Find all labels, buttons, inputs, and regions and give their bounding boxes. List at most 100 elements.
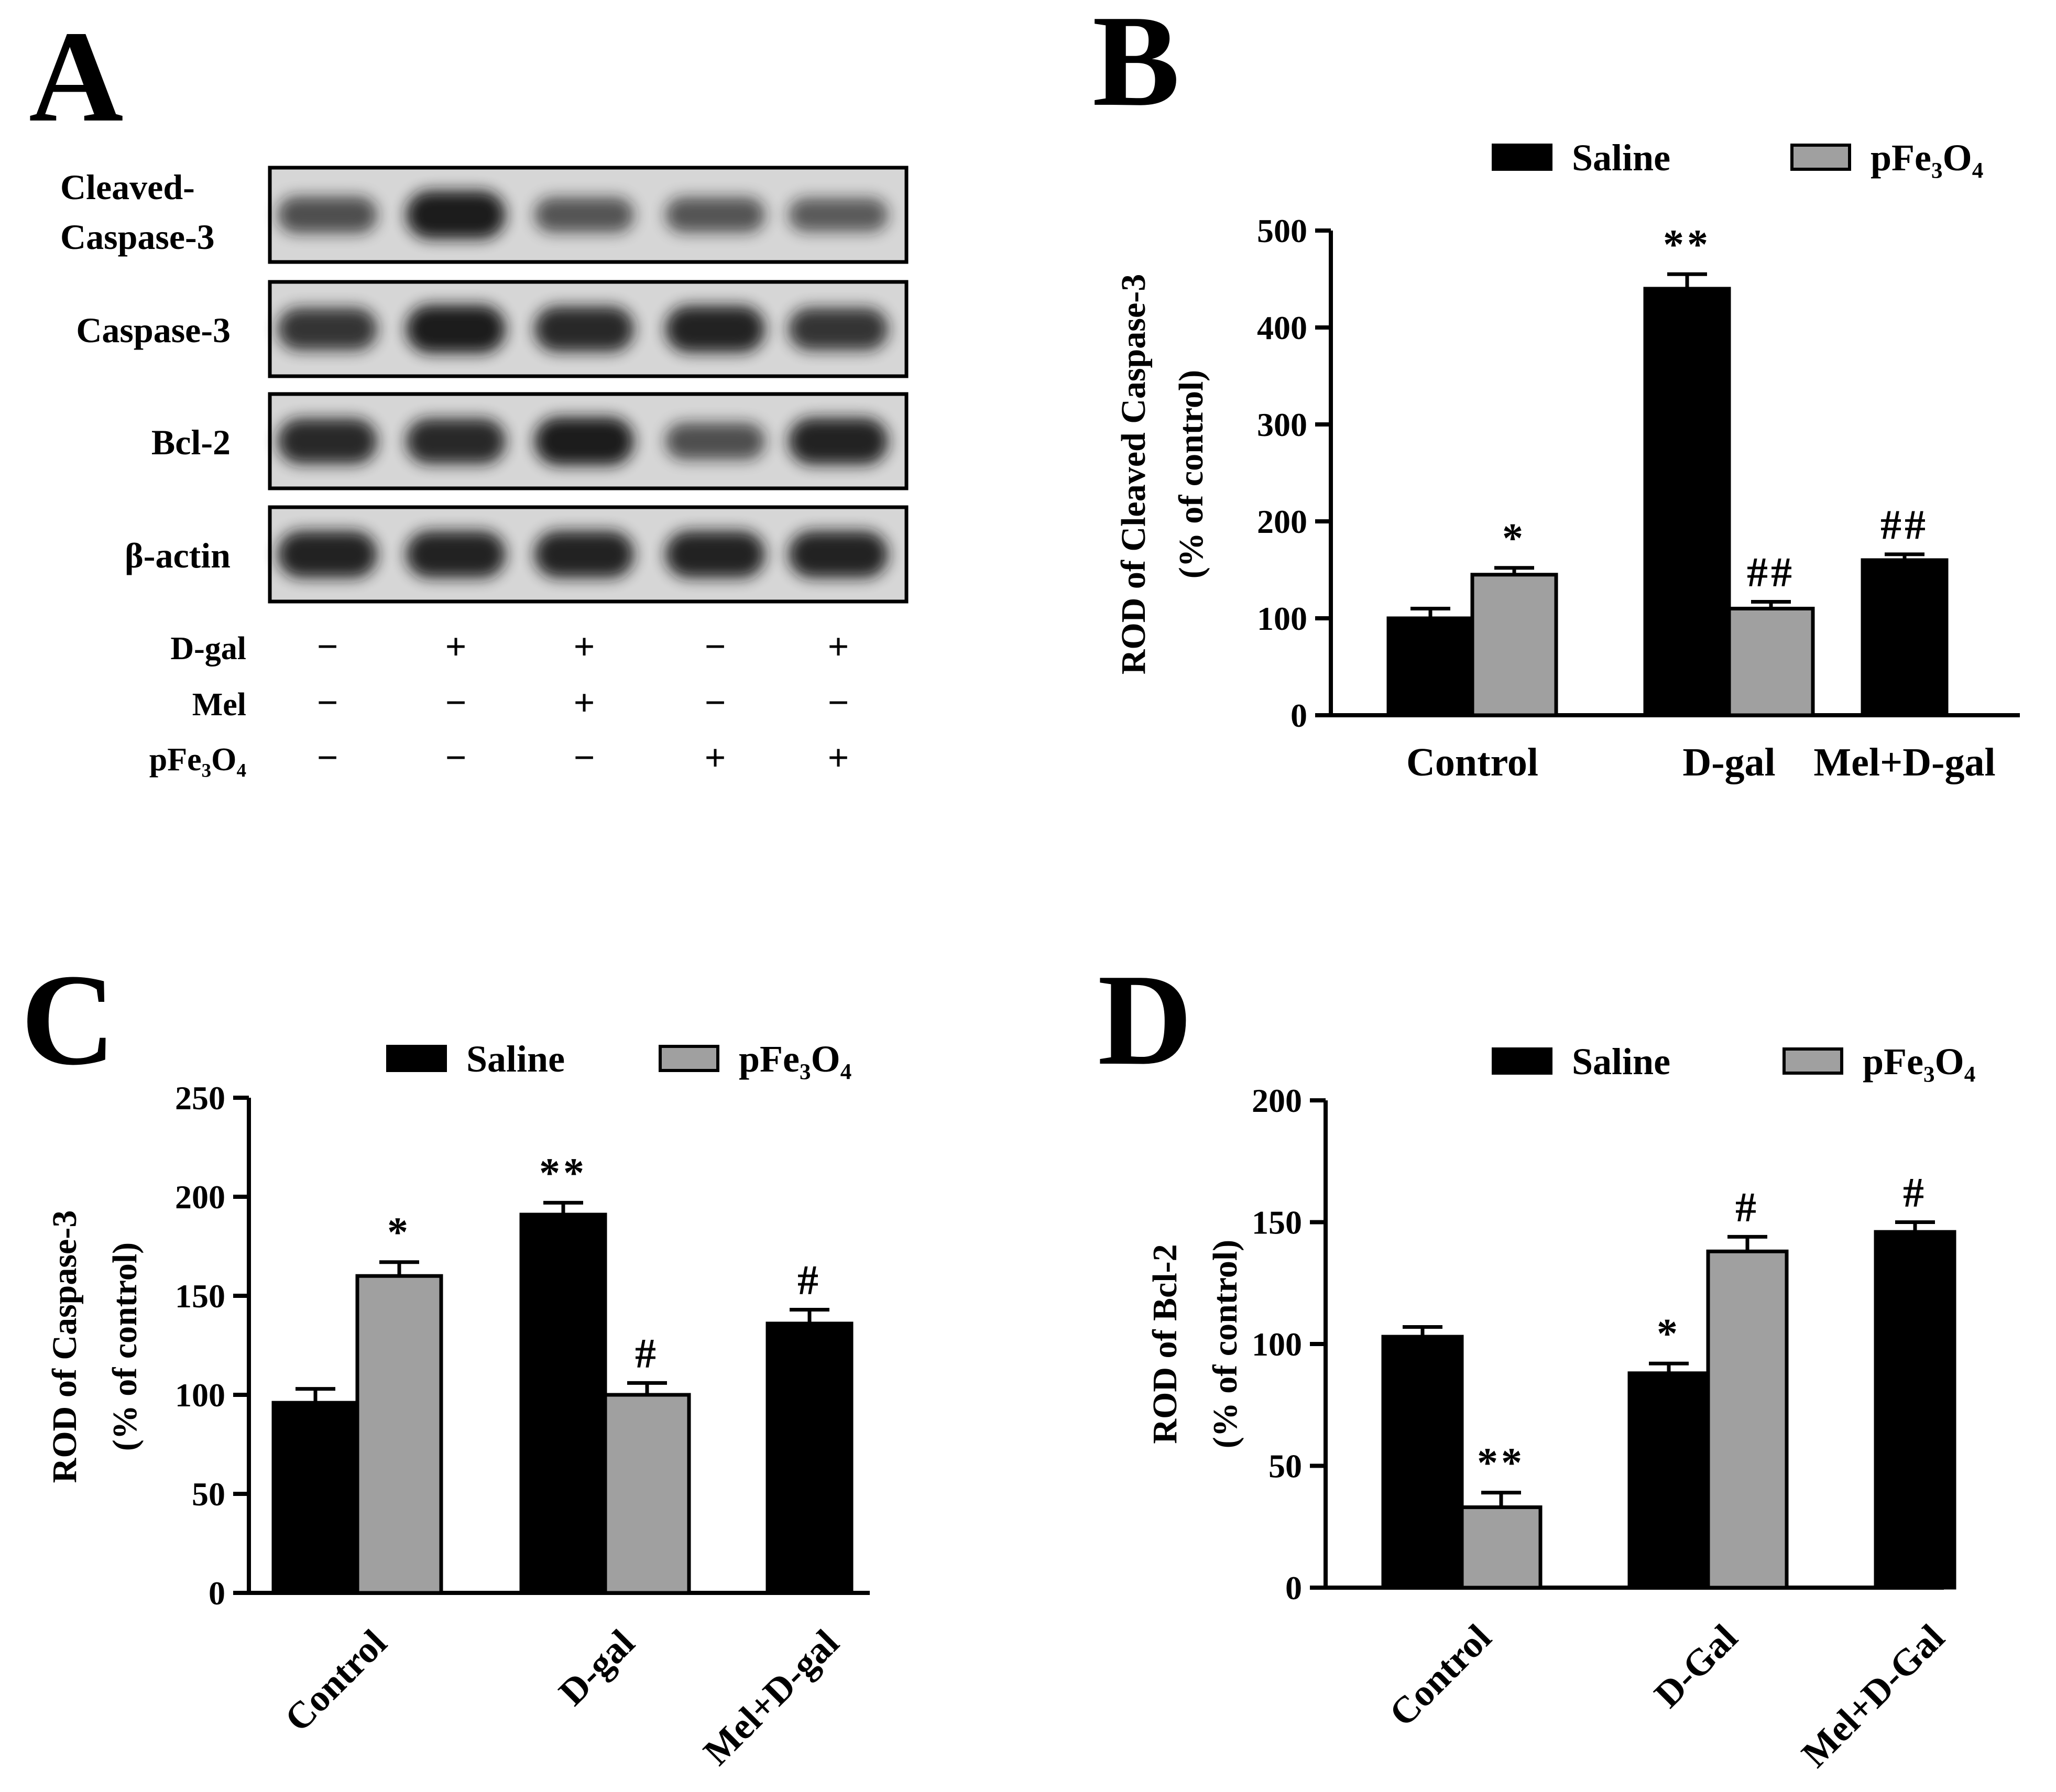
blot-band xyxy=(278,418,377,464)
treatment-sign: − xyxy=(573,737,595,779)
blot-row-label: β-actin xyxy=(125,536,231,575)
y-axis-label: (% of control) xyxy=(1172,370,1210,578)
bar-pfe3o4 xyxy=(355,1274,443,1595)
blot-band xyxy=(789,308,888,351)
significance-marker: * xyxy=(1502,516,1526,562)
x-category-label: D-gal xyxy=(1682,740,1775,784)
x-category-label: Mel+D-gal xyxy=(695,1622,847,1773)
significance-marker: # xyxy=(635,1330,659,1376)
treatment-sign: + xyxy=(827,626,849,668)
x-category-label: Mel+D-gal xyxy=(1813,740,1995,784)
y-tick-label: 200 xyxy=(1252,1082,1302,1119)
y-tick-label: 100 xyxy=(175,1376,225,1414)
bar-saline xyxy=(519,1212,607,1595)
y-tick-label: 0 xyxy=(209,1575,225,1612)
legend-swatch-pfe3o4 xyxy=(659,1045,719,1072)
blot-band xyxy=(789,531,888,578)
blot-band xyxy=(278,196,377,234)
blot-row-label: Caspase-3 xyxy=(60,217,215,257)
chart-caspase-3: 0 50 100 150 200 250 ROD of Caspase-3 (% of con… xyxy=(46,1038,870,1773)
treatment-sign: − xyxy=(704,682,726,724)
legend-label: pFe₃O₄ xyxy=(1863,1041,1975,1083)
significance-marker: ## xyxy=(1880,502,1929,548)
treatment-label: D-gal xyxy=(170,631,246,666)
blot-band xyxy=(789,198,888,232)
blot-band xyxy=(665,531,765,578)
significance-marker: ** xyxy=(1663,222,1711,268)
treatment-label: pFe₃O₄ xyxy=(149,742,246,778)
legend-swatch-pfe3o4 xyxy=(1790,144,1851,171)
bar-pfe3o4 xyxy=(1470,573,1558,717)
blot-band xyxy=(534,306,634,352)
y-tick-label: 50 xyxy=(1268,1448,1302,1485)
bar-saline xyxy=(271,1401,359,1595)
x-category-label: Control xyxy=(1406,740,1538,784)
y-tick-label: 300 xyxy=(1257,406,1307,443)
blot-band xyxy=(665,197,765,233)
treatment-sign: − xyxy=(316,682,338,724)
treatment-sign: + xyxy=(573,682,595,724)
legend-label: Saline xyxy=(466,1038,565,1080)
treatment-sign: + xyxy=(445,626,466,668)
blot-band xyxy=(534,531,634,578)
treatment-sign: − xyxy=(316,626,338,668)
x-category-label: Mel+D-Gal xyxy=(1793,1616,1952,1775)
legend-swatch-saline xyxy=(1492,144,1552,171)
significance-marker: ## xyxy=(1747,550,1795,596)
blot-band xyxy=(534,417,634,466)
significance-marker: ** xyxy=(539,1150,587,1196)
bar-pfe3o4 xyxy=(1727,607,1815,717)
blot-band xyxy=(278,308,377,351)
blot-band xyxy=(534,197,634,233)
x-category-label: Control xyxy=(277,1622,395,1740)
legend-label: pFe₃O₄ xyxy=(1871,137,1983,179)
blot-row-label: Caspase-3 xyxy=(76,310,231,350)
x-category-label: Control xyxy=(1381,1616,1499,1734)
y-axis-label: ROD of Caspase-3 xyxy=(46,1210,84,1483)
y-axis-label: ROD of Cleaved Caspase-3 xyxy=(1114,274,1153,674)
y-tick-label: 150 xyxy=(1252,1204,1302,1241)
treatment-sign: − xyxy=(445,737,466,779)
treatment-sign: + xyxy=(827,737,849,779)
y-tick-label: 200 xyxy=(175,1178,225,1216)
legend-label: Saline xyxy=(1572,1041,1670,1083)
blot-band xyxy=(406,531,506,578)
blot-band xyxy=(278,531,377,578)
blot-row-label: Bcl-2 xyxy=(151,422,231,462)
treatment-sign: − xyxy=(704,626,726,668)
bar-saline xyxy=(1381,1335,1464,1590)
y-tick-label: 500 xyxy=(1257,212,1307,249)
significance-marker: # xyxy=(1903,1170,1927,1216)
treatment-sign: − xyxy=(827,682,849,724)
y-tick-label: 150 xyxy=(175,1277,225,1315)
treatment-label: Mel xyxy=(192,687,246,723)
significance-marker: * xyxy=(387,1210,411,1256)
y-tick-label: 0 xyxy=(1291,697,1307,734)
chart-cleaved-caspase-3: 0 100 200 300 400 500 ROD of Cleaved Caspase-3… xyxy=(1114,137,2020,784)
y-tick-label: 200 xyxy=(1257,503,1307,540)
significance-marker: * xyxy=(1657,1311,1681,1357)
treatment-sign: + xyxy=(704,737,726,779)
y-axis-label: ROD of Bcl-2 xyxy=(1146,1244,1184,1444)
bar-saline xyxy=(1627,1371,1710,1590)
y-axis-label: (% of control) xyxy=(106,1242,144,1451)
legend-swatch-saline xyxy=(1492,1047,1552,1075)
treatment-sign: − xyxy=(445,682,466,724)
blot-band xyxy=(665,305,765,353)
bar-saline xyxy=(1386,616,1474,717)
legend-swatch-saline xyxy=(386,1045,447,1072)
legend-swatch-pfe3o4 xyxy=(1782,1047,1843,1075)
blot-band xyxy=(665,422,765,460)
blot-band xyxy=(406,304,506,354)
significance-marker: # xyxy=(797,1257,822,1303)
blot-band xyxy=(406,418,506,464)
treatment-sign: − xyxy=(316,737,338,779)
bar-pfe3o4 xyxy=(1706,1249,1789,1590)
blot-band xyxy=(406,190,506,239)
y-tick-label: 100 xyxy=(1252,1326,1302,1363)
significance-marker: # xyxy=(1735,1184,1759,1230)
bar-saline xyxy=(765,1321,854,1595)
y-tick-label: 400 xyxy=(1257,309,1307,346)
